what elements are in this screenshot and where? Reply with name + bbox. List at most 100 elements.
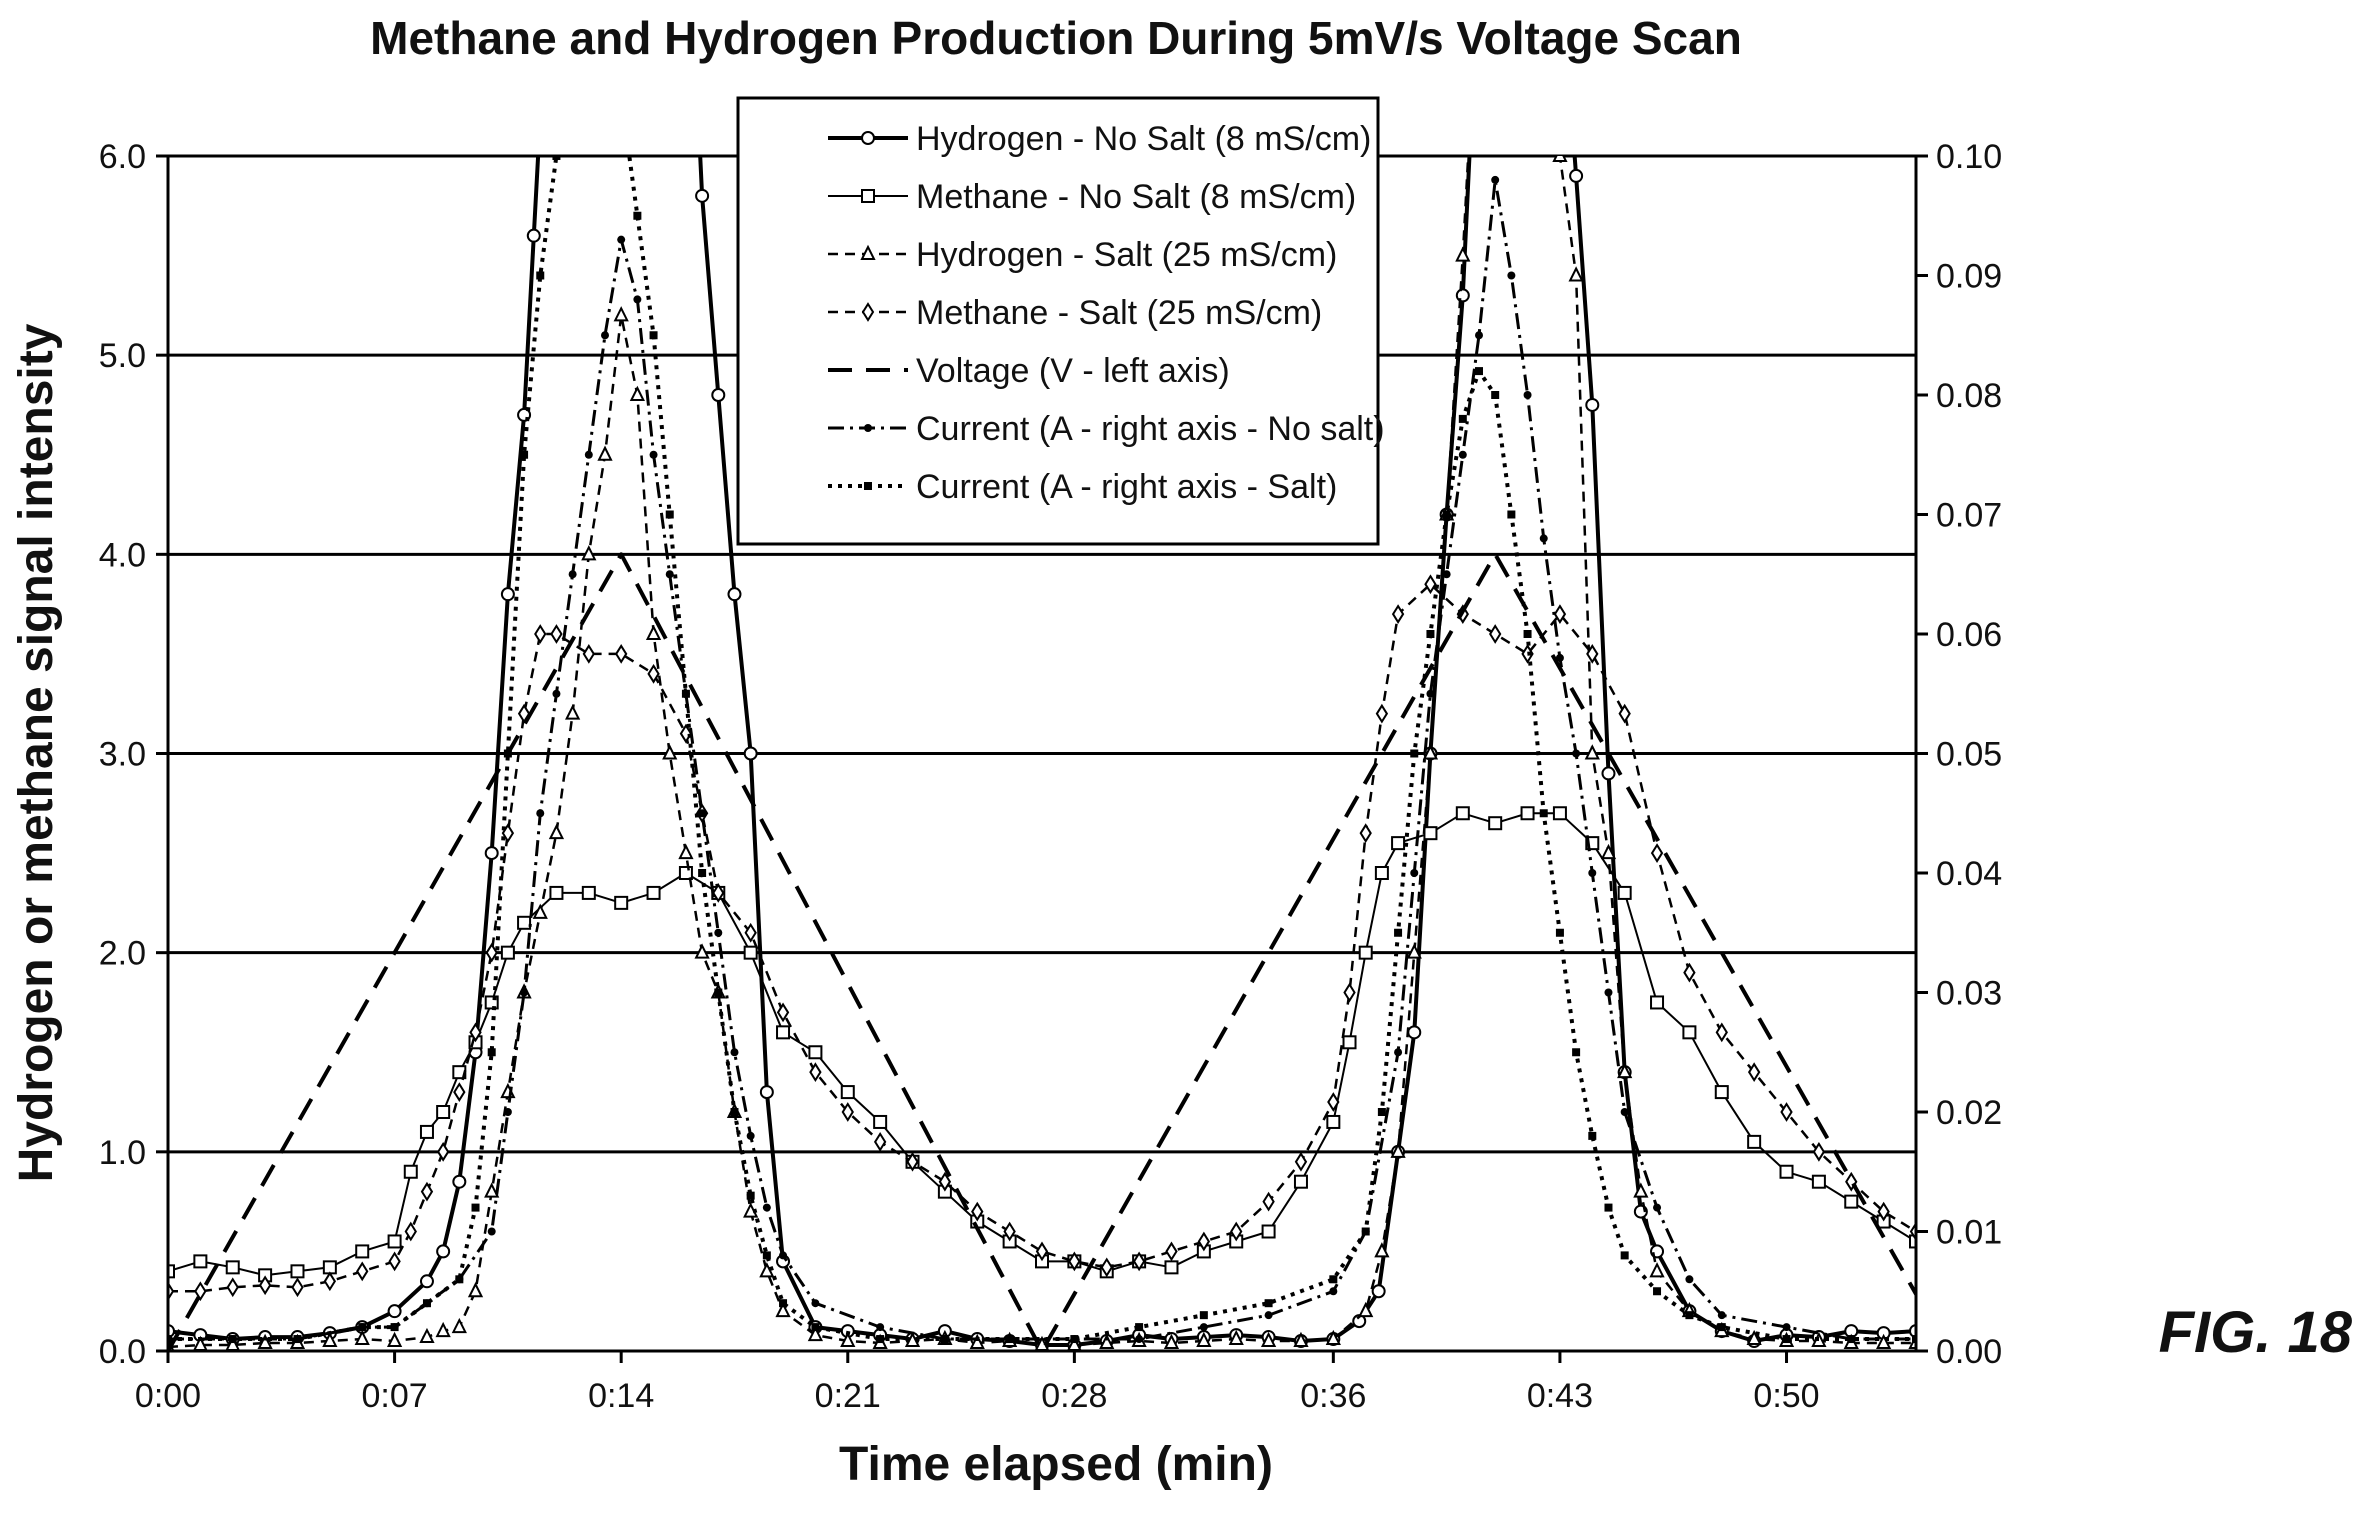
data-point xyxy=(1811,1174,1826,1189)
data-point xyxy=(451,1317,467,1334)
figure-label: FIG. 18 xyxy=(2159,1300,2353,1365)
data-point xyxy=(1617,1062,1633,1079)
data-point xyxy=(695,188,710,203)
data-point xyxy=(1329,1275,1338,1284)
data-point xyxy=(861,131,875,145)
data-point xyxy=(485,942,498,963)
data-point xyxy=(1747,1134,1762,1149)
data-point xyxy=(419,1124,434,1139)
data-point xyxy=(811,1323,820,1332)
data-point xyxy=(356,1261,369,1282)
data-point xyxy=(809,1062,822,1083)
series-line xyxy=(168,178,1916,1341)
data-point xyxy=(581,545,597,561)
data-point xyxy=(665,510,674,519)
data-point xyxy=(1199,1311,1208,1320)
data-point xyxy=(633,295,642,304)
data-point xyxy=(1294,1151,1308,1172)
data-point xyxy=(1588,869,1597,877)
y-right-tick-label: 0.01 xyxy=(1936,1214,2002,1252)
data-point xyxy=(517,915,532,930)
data-point xyxy=(1620,1108,1629,1116)
data-point xyxy=(1653,1203,1662,1212)
data-point xyxy=(694,943,710,959)
data-point xyxy=(536,809,545,818)
data-point xyxy=(938,1171,952,1192)
data-point xyxy=(436,1105,451,1119)
y-left-tick-label: 3.0 xyxy=(99,736,146,774)
data-point xyxy=(1410,749,1419,758)
data-point xyxy=(681,689,690,698)
data-point xyxy=(568,570,577,579)
data-point xyxy=(436,1141,450,1162)
data-point xyxy=(1717,1311,1726,1320)
data-point xyxy=(1410,869,1419,877)
data-point xyxy=(1650,843,1664,863)
data-point xyxy=(776,1025,791,1040)
data-point xyxy=(1068,1251,1081,1272)
data-point xyxy=(453,1082,466,1102)
x-tick-label: 0:28 xyxy=(1041,1377,1107,1415)
data-point xyxy=(698,869,707,877)
y-right-tick-label: 0.10 xyxy=(1936,138,2002,176)
data-point xyxy=(1555,653,1564,662)
data-point xyxy=(503,1108,512,1116)
y-left-tick-label: 6.0 xyxy=(99,138,146,176)
data-point xyxy=(1374,866,1389,880)
data-point xyxy=(873,1131,887,1152)
data-point xyxy=(467,1282,484,1298)
data-point xyxy=(1374,1242,1390,1258)
data-point xyxy=(549,885,564,900)
data-point xyxy=(1135,1323,1144,1332)
data-point xyxy=(435,1321,451,1338)
axes: 0.0 1.0 2.0 3.0 4.0 5.0 6.0 0.00 0.01 0.02 0.03 0.0… xyxy=(99,138,2002,1415)
data-point xyxy=(168,1335,172,1344)
series-4 xyxy=(168,552,1916,1351)
data-point xyxy=(906,1151,919,1172)
series-line xyxy=(168,552,1916,1351)
data-point xyxy=(1391,836,1406,851)
legend-label: Voltage (V - left axis) xyxy=(916,352,1230,390)
data-point xyxy=(1618,703,1631,724)
data-point xyxy=(1489,624,1502,644)
data-point xyxy=(1714,1085,1729,1100)
data-point xyxy=(1375,703,1389,724)
data-point xyxy=(1005,1335,1014,1344)
x-tick-label: 0:07 xyxy=(361,1377,427,1415)
data-point xyxy=(1812,1141,1826,1162)
data-point xyxy=(420,1181,434,1202)
data-point xyxy=(1620,1251,1629,1260)
data-point xyxy=(581,885,596,900)
data-point xyxy=(730,1048,739,1057)
data-point xyxy=(614,895,629,910)
data-point xyxy=(569,92,577,100)
x-tick-label: 0:50 xyxy=(1753,1377,1819,1415)
data-point xyxy=(1442,570,1451,579)
data-point xyxy=(1717,1323,1726,1332)
data-point xyxy=(193,1254,208,1269)
data-point xyxy=(1475,331,1483,340)
data-point xyxy=(1099,1333,1115,1350)
data-point xyxy=(940,1335,949,1344)
data-point xyxy=(1780,1102,1793,1122)
data-point xyxy=(1584,744,1600,760)
data-point xyxy=(1343,982,1356,1003)
data-point xyxy=(1633,1182,1649,1198)
data-point xyxy=(1230,1221,1243,1242)
data-point xyxy=(860,244,876,260)
data-point xyxy=(552,156,561,160)
data-point xyxy=(1406,943,1422,959)
data-point xyxy=(1197,1231,1211,1252)
data-point xyxy=(808,1045,823,1060)
data-point xyxy=(1555,928,1564,937)
data-point xyxy=(1261,1224,1276,1239)
data-point xyxy=(629,385,645,401)
data-point xyxy=(387,1234,402,1249)
data-point xyxy=(840,1085,855,1100)
y-left-tick-label: 4.0 xyxy=(99,536,146,574)
data-point xyxy=(1342,1035,1357,1050)
data-point xyxy=(743,945,758,960)
data-point xyxy=(1715,1022,1728,1043)
data-point xyxy=(257,1333,273,1350)
data-point xyxy=(617,92,625,100)
